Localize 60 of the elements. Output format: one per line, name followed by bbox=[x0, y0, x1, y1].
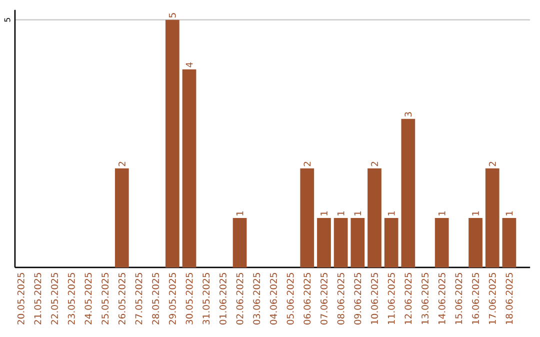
data-label: 1 bbox=[236, 211, 244, 216]
bar bbox=[300, 168, 314, 268]
data-label: 1 bbox=[438, 211, 446, 216]
bar bbox=[232, 218, 247, 268]
bar bbox=[485, 168, 500, 268]
x-tick-label: 16.06.2025 bbox=[472, 273, 480, 324]
x-tick-label: 10.06.2025 bbox=[371, 273, 378, 324]
data-label: 4 bbox=[186, 62, 193, 68]
data-label: 2 bbox=[371, 162, 378, 166]
x-tick-label: 03.06.2025 bbox=[253, 273, 260, 325]
x-tick-label: 02.06.2025 bbox=[236, 273, 244, 325]
x-tick-label: 11.06.2025 bbox=[388, 273, 395, 324]
x-tick-label: 25.05.2025 bbox=[102, 273, 109, 324]
bar bbox=[334, 218, 348, 268]
x-tick-label: 13.06.2025 bbox=[422, 273, 428, 324]
data-label: 5 bbox=[168, 13, 176, 18]
x-tick-label: 26.05.2025 bbox=[118, 273, 126, 324]
bar bbox=[434, 218, 449, 268]
x-tick-label: 31.05.2025 bbox=[202, 273, 210, 324]
data-label: 1 bbox=[506, 211, 513, 216]
x-tick-label: 12.06.2025 bbox=[404, 273, 412, 324]
bar bbox=[468, 218, 482, 268]
data-label: 3 bbox=[404, 112, 412, 117]
bar bbox=[401, 118, 416, 268]
x-tick-label: 27.05.2025 bbox=[135, 273, 142, 324]
x-tick-label: 29.05.2025 bbox=[168, 273, 176, 324]
data-label: 1 bbox=[472, 211, 479, 216]
data-label: 1 bbox=[320, 211, 328, 216]
bar bbox=[368, 168, 382, 268]
data-label: 2 bbox=[304, 162, 311, 166]
bar bbox=[114, 168, 129, 268]
bar bbox=[350, 218, 365, 268]
x-tick-label: 09.06.2025 bbox=[354, 273, 362, 325]
x-tick-label: 01.06.2025 bbox=[219, 273, 226, 325]
x-tick-label: 06.06.2025 bbox=[304, 273, 311, 325]
bar bbox=[502, 218, 516, 268]
x-tick-label: 28.05.2025 bbox=[152, 273, 160, 324]
x-tick-label: 18.06.2025 bbox=[506, 273, 513, 324]
x-tick-label: 07.06.2025 bbox=[320, 273, 328, 325]
x-tick-label: 22.05.2025 bbox=[51, 273, 58, 324]
x-tick-label: 23.05.2025 bbox=[68, 273, 75, 324]
bar bbox=[165, 20, 180, 268]
x-tick-label: 15.06.2025 bbox=[455, 273, 462, 324]
x-tick-label: 17.06.2025 bbox=[488, 273, 496, 324]
data-label: 1 bbox=[354, 211, 362, 216]
bar bbox=[317, 218, 331, 268]
x-tick-label: 24.05.2025 bbox=[84, 273, 92, 324]
x-tick-label: 08.06.2025 bbox=[337, 273, 344, 325]
x-tick-label: 05.06.2025 bbox=[286, 273, 294, 325]
data-label: 1 bbox=[337, 211, 344, 216]
x-tick-label: 14.06.2025 bbox=[438, 273, 446, 324]
x-tick-label: 21.05.2025 bbox=[34, 273, 42, 324]
bar bbox=[384, 218, 398, 268]
x-tick-label: 20.05.2025 bbox=[17, 273, 24, 324]
x-tick-label: 04.06.2025 bbox=[270, 273, 277, 325]
x-tick-label: 30.05.2025 bbox=[186, 273, 193, 324]
data-label: 2 bbox=[488, 162, 496, 166]
data-label: 2 bbox=[118, 162, 126, 166]
bar bbox=[182, 69, 196, 268]
data-label: 1 bbox=[388, 211, 395, 216]
